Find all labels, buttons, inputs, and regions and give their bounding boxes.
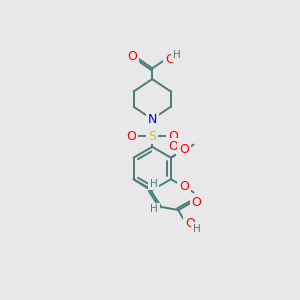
Text: H: H xyxy=(173,50,181,60)
Text: O: O xyxy=(168,140,178,153)
Text: H: H xyxy=(151,204,158,214)
Text: O: O xyxy=(192,196,202,209)
Text: H: H xyxy=(193,224,201,233)
Text: O: O xyxy=(179,143,189,157)
Text: O: O xyxy=(168,130,178,142)
Text: S: S xyxy=(148,130,156,142)
Text: N: N xyxy=(148,113,157,126)
Text: O: O xyxy=(185,217,195,230)
Text: O: O xyxy=(178,142,188,155)
Text: O: O xyxy=(165,52,175,66)
Text: H: H xyxy=(150,179,158,189)
Text: O: O xyxy=(127,50,137,63)
Text: O: O xyxy=(179,180,189,194)
Text: O: O xyxy=(127,130,136,142)
